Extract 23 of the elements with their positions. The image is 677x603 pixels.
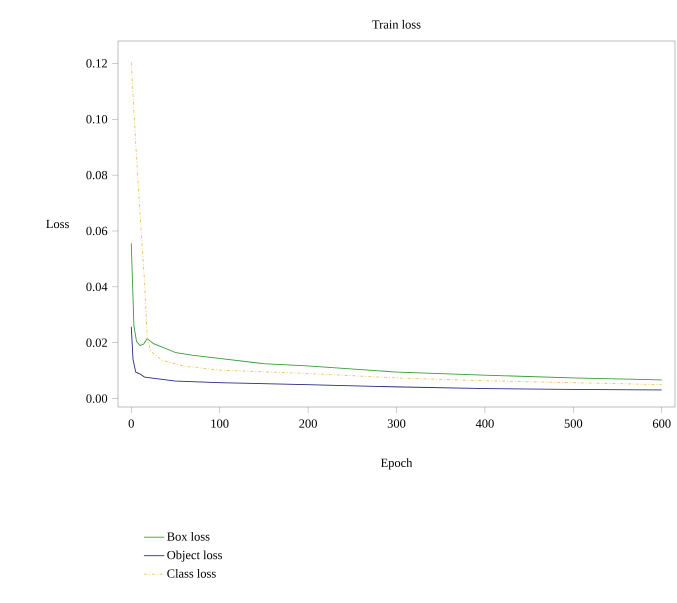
y-tick-label: 0.02 bbox=[86, 338, 107, 347]
x-tick-label: 200 bbox=[299, 419, 317, 428]
x-tick-label: 300 bbox=[388, 419, 406, 428]
line-series bbox=[130, 326, 662, 390]
x-axis-title: Epoch bbox=[380, 458, 412, 470]
x-tick-label: 500 bbox=[564, 419, 582, 428]
line-series bbox=[130, 62, 662, 386]
legend-label: Box loss bbox=[167, 532, 210, 541]
y-tick-label: 0.04 bbox=[86, 282, 108, 292]
x-tick-label: 400 bbox=[476, 419, 494, 428]
x-tick-label: 600 bbox=[652, 419, 671, 428]
line-series bbox=[130, 242, 662, 380]
y-tick-label: 0.00 bbox=[86, 394, 108, 403]
y-tick-label: 0.08 bbox=[86, 170, 108, 180]
y-tick-label: 0.12 bbox=[86, 59, 107, 68]
x-tick-label: 100 bbox=[211, 419, 229, 428]
y-tick-label: 0.10 bbox=[86, 114, 108, 124]
legend-label: Class loss bbox=[167, 568, 216, 578]
legend-label: Object loss bbox=[167, 550, 222, 562]
y-axis-title: Loss bbox=[46, 220, 69, 228]
x-tick-label: 0 bbox=[128, 419, 134, 428]
y-tick-label: 0.06 bbox=[86, 226, 108, 236]
chart-title: Train loss bbox=[372, 20, 421, 29]
